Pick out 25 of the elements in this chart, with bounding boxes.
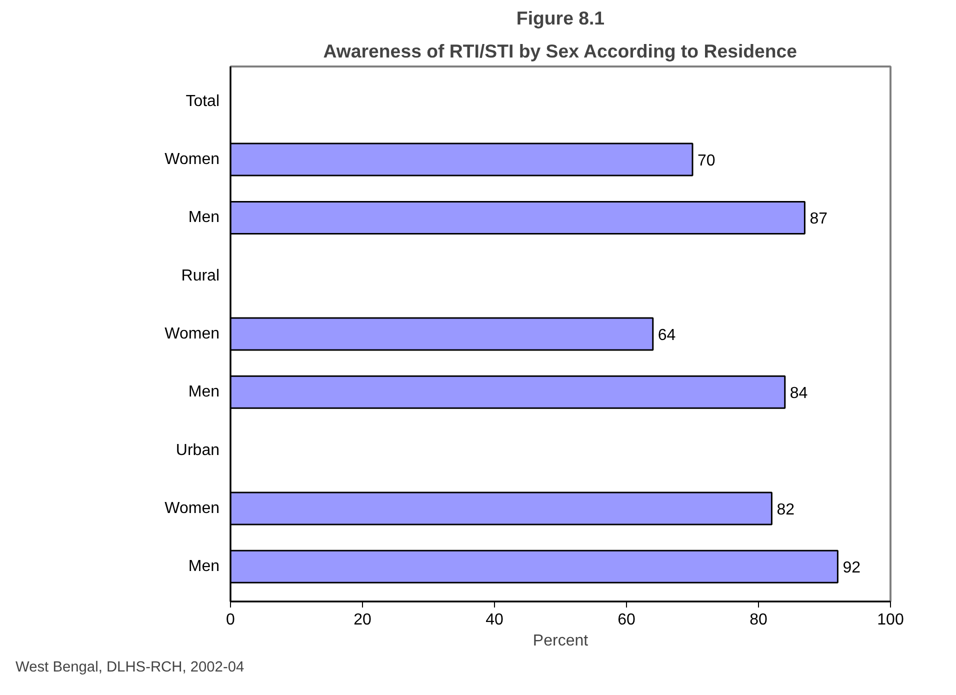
x-tick-label: 0 xyxy=(226,612,236,628)
y-tick-label: Women xyxy=(164,500,220,517)
x-tick-label: 40 xyxy=(486,612,504,628)
y-tick-label: Men xyxy=(188,384,220,401)
chart-title: Figure 8.1 xyxy=(516,8,605,28)
y-tick-label: Men xyxy=(188,558,220,576)
data-label: 64 xyxy=(658,327,676,344)
data-label: 70 xyxy=(698,152,716,170)
x-tick-label: 60 xyxy=(618,612,636,628)
y-tick-label: Total xyxy=(186,92,220,110)
x-tick-label: 20 xyxy=(354,612,372,628)
y-tick-label: Men xyxy=(188,209,220,226)
data-label: 84 xyxy=(790,385,808,402)
chart-subtitle: Awareness of RTI/STI by Sex According to Residence xyxy=(323,40,798,62)
data-label: 87 xyxy=(810,210,828,228)
y-tick-label: Women xyxy=(164,326,220,342)
x-axis-title: Percent xyxy=(532,632,589,650)
data-label: 82 xyxy=(776,501,795,518)
x-tick-label: 100 xyxy=(877,612,904,628)
y-tick-label: Women xyxy=(164,151,220,168)
text: West Bengal, DLHS-RCH, 2002-04 xyxy=(16,660,244,676)
x-tick-label: 80 xyxy=(750,612,768,628)
y-tick-label: Urban xyxy=(176,442,220,459)
y-tick-label: Rural xyxy=(181,267,220,284)
data-label: 92 xyxy=(842,560,861,577)
